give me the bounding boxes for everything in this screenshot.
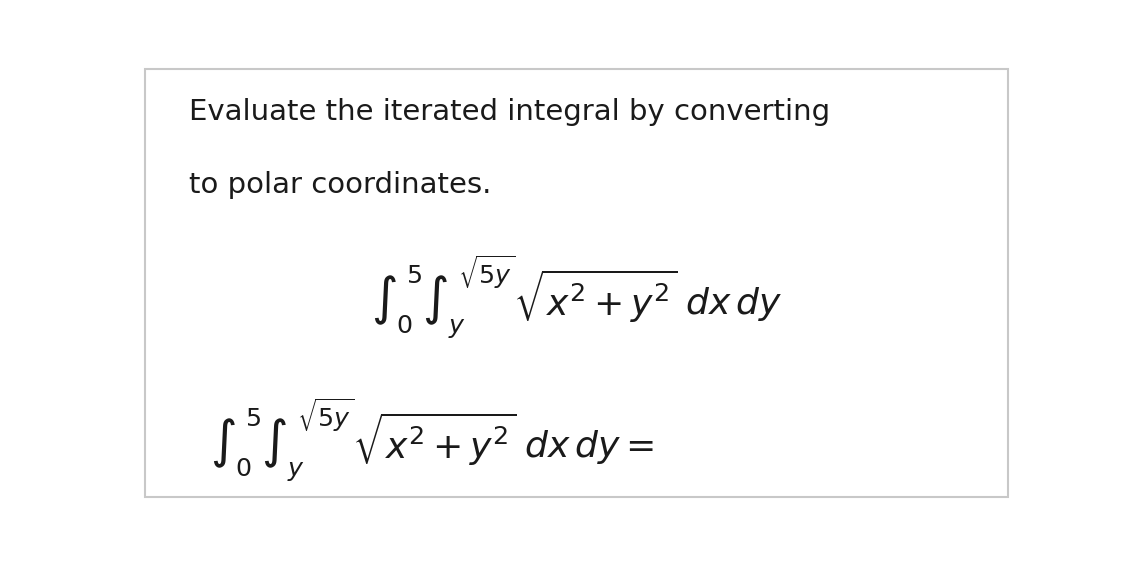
Text: $\int_0^{\,5} \int_{y}^{\,\sqrt{5y}} \sqrt{x^2 + y^2}\; dx\, dy =$: $\int_0^{\,5} \int_{y}^{\,\sqrt{5y}} \sq… [210, 396, 655, 484]
Text: to polar coordinates.: to polar coordinates. [189, 171, 490, 199]
Text: Evaluate the iterated integral by converting: Evaluate the iterated integral by conver… [189, 98, 830, 126]
Text: $\int_0^{\,5} \int_{y}^{\,\sqrt{5y}} \sqrt{x^2 + y^2}\; dx\, dy$: $\int_0^{\,5} \int_{y}^{\,\sqrt{5y}} \sq… [371, 253, 782, 341]
FancyBboxPatch shape [145, 70, 1008, 497]
